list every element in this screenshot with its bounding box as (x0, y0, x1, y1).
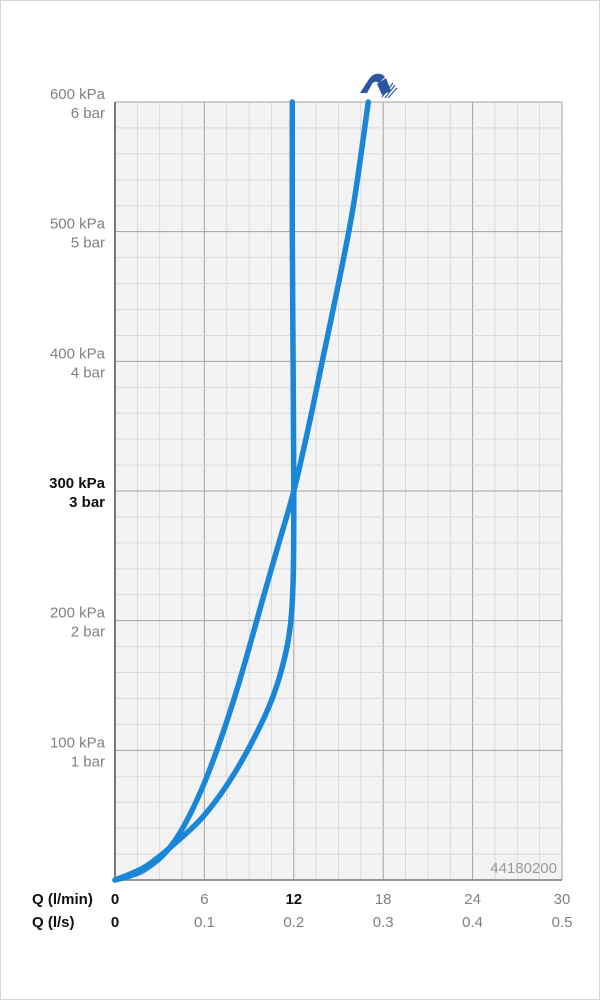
x-tick-label-lmin: 0 (111, 891, 119, 908)
y-tick-label-bar: 6 bar (71, 105, 105, 122)
series-line-1 (112, 99, 372, 883)
x-tick-label-lmin: 12 (285, 891, 302, 908)
x-tick-label-lmin: 24 (464, 891, 481, 908)
y-tick-label-kpa: 300 kPa (49, 475, 106, 492)
x-tick-label-ls: 0.5 (552, 914, 573, 931)
x-tick-label-ls: 0.2 (283, 914, 304, 931)
y-tick-label-kpa: 600 kPa (50, 86, 106, 103)
series-layer (112, 99, 372, 883)
y-tick-label-bar: 2 bar (71, 624, 105, 641)
hand-shower-icon (360, 73, 398, 99)
x-tick-label-lmin: 18 (375, 891, 392, 908)
product-code: 44180200 (490, 860, 557, 877)
y-tick-label-kpa: 200 kPa (50, 605, 106, 622)
y-tick-label-bar: 3 bar (69, 494, 105, 511)
y-tick-label-kpa: 100 kPa (50, 734, 106, 751)
y-tick-label-kpa: 400 kPa (50, 345, 106, 362)
y-tick-label-bar: 4 bar (71, 364, 105, 381)
x-tick-label-lmin: 6 (200, 891, 208, 908)
x-tick-label-ls: 0.4 (462, 914, 483, 931)
x-axis-title-ls: Q (l/s) (32, 914, 75, 931)
y-tick-label-kpa: 500 kPa (50, 216, 106, 233)
x-axis-title-lmin: Q (l/min) (32, 891, 93, 908)
grid (114, 101, 563, 881)
x-tick-label-lmin: 30 (554, 891, 571, 908)
x-tick-label-ls: 0 (111, 914, 119, 931)
y-axis-labels: 100 kPa 1 bar 200 kPa 2 bar 300 kPa 3 bar 400 … (49, 86, 106, 770)
y-tick-label-bar: 1 bar (71, 753, 105, 770)
y-tick-label-bar: 5 bar (71, 235, 105, 252)
x-tick-label-ls: 0.3 (373, 914, 394, 931)
series-line-2 (112, 99, 297, 883)
x-tick-label-ls: 0.1 (194, 914, 215, 931)
x-axis-labels: 0 0 6 0.1 12 0.2 18 0.3 24 0.4 30 0.5 (111, 891, 573, 931)
